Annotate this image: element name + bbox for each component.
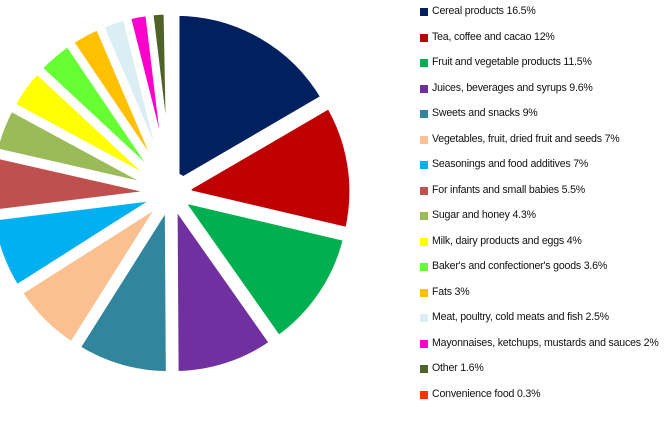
pie-slice [0, 192, 166, 293]
legend-item: Seasonings and food additives 7% [420, 158, 669, 184]
legend-item: Sugar and honey 4.3% [420, 209, 669, 235]
legend-label: Convenience food 0.3% [432, 387, 541, 400]
legend-label: Fats 3% [432, 285, 470, 298]
legend-item: Baker's and confectioner's goods 3.6% [420, 260, 669, 286]
legend-label: Vegetables, fruit, dried fruit and seeds… [432, 132, 620, 145]
legend-swatch [420, 314, 428, 322]
legend-item: Convenience food 0.3% [420, 388, 669, 414]
legend-label: Tea, coffee and cacao 12% [432, 30, 555, 43]
legend-item: Tea, coffee and cacao 12% [420, 31, 669, 57]
pie-slice [177, 101, 357, 235]
legend-label: Meat, poultry, cold meats and fish 2.5% [432, 311, 609, 323]
legend-item: For infants and small babies 5.5% [420, 184, 669, 210]
legend-label: For infants and small babies 5.5% [432, 183, 585, 196]
legend-item: Fats 3% [420, 286, 669, 312]
legend-swatch [420, 59, 428, 67]
legend-swatch [420, 135, 428, 144]
pie-slice [15, 196, 168, 350]
legend-swatch [420, 84, 428, 93]
legend-swatch [420, 263, 428, 271]
legend-item: Cereal products 16.5% [420, 5, 669, 31]
legend-label: Seasonings and food additives 7% [432, 158, 589, 170]
pie-slice [73, 199, 173, 379]
legend-swatch [420, 8, 428, 16]
legend-label: Baker's and confectioner's goods 3.6% [432, 260, 608, 272]
legend-item: Milk, dairy products and eggs 4% [420, 235, 669, 261]
pie-slice [170, 199, 277, 379]
legend-item: Mayonnaises, ketchups, mustards and sauc… [420, 337, 669, 363]
legend-item: Vegetables, fruit, dried fruit and seeds… [420, 133, 669, 159]
legend-swatch [420, 365, 428, 373]
legend-item: Fruit and vegetable products 11.5% [420, 56, 669, 82]
pie-slice [172, 8, 329, 188]
legend-label: Fruit and vegetable products 11.5% [432, 56, 592, 68]
legend-label: Mayonnaises, ketchups, mustards and sauc… [432, 336, 659, 349]
legend-swatch [420, 237, 428, 246]
legend-label: Juices, beverages and syrups 9.6% [432, 81, 593, 94]
legend-item: Juices, beverages and syrups 9.6% [420, 82, 669, 108]
legend-label: Sweets and snacks 9% [432, 107, 538, 119]
legend-item: Sweets and snacks 9% [420, 107, 669, 133]
pie-slice [0, 152, 165, 216]
legend-swatch [420, 288, 428, 297]
legend-swatch [420, 390, 428, 399]
legend-label: Sugar and honey 4.3% [432, 209, 536, 221]
pie-slice [175, 195, 351, 343]
legend-item: Other 1.6% [420, 362, 669, 388]
legend-swatch [420, 161, 428, 169]
legend: Cereal products 16.5% Tea, coffee and cac… [420, 5, 669, 413]
pie-center [150, 172, 192, 214]
legend-swatch [420, 339, 428, 348]
legend-swatch [420, 186, 428, 195]
legend-swatch [420, 212, 428, 220]
pie-slice [164, 7, 175, 187]
legend-label: Cereal products 16.5% [432, 5, 536, 17]
legend-item: Meat, poultry, cold meats and fish 2.5% [420, 311, 669, 337]
legend-swatch [420, 33, 428, 42]
legend-label: Milk, dairy products and eggs 4% [432, 234, 582, 247]
legend-label: Other 1.6% [432, 362, 484, 374]
legend-swatch [420, 110, 428, 118]
